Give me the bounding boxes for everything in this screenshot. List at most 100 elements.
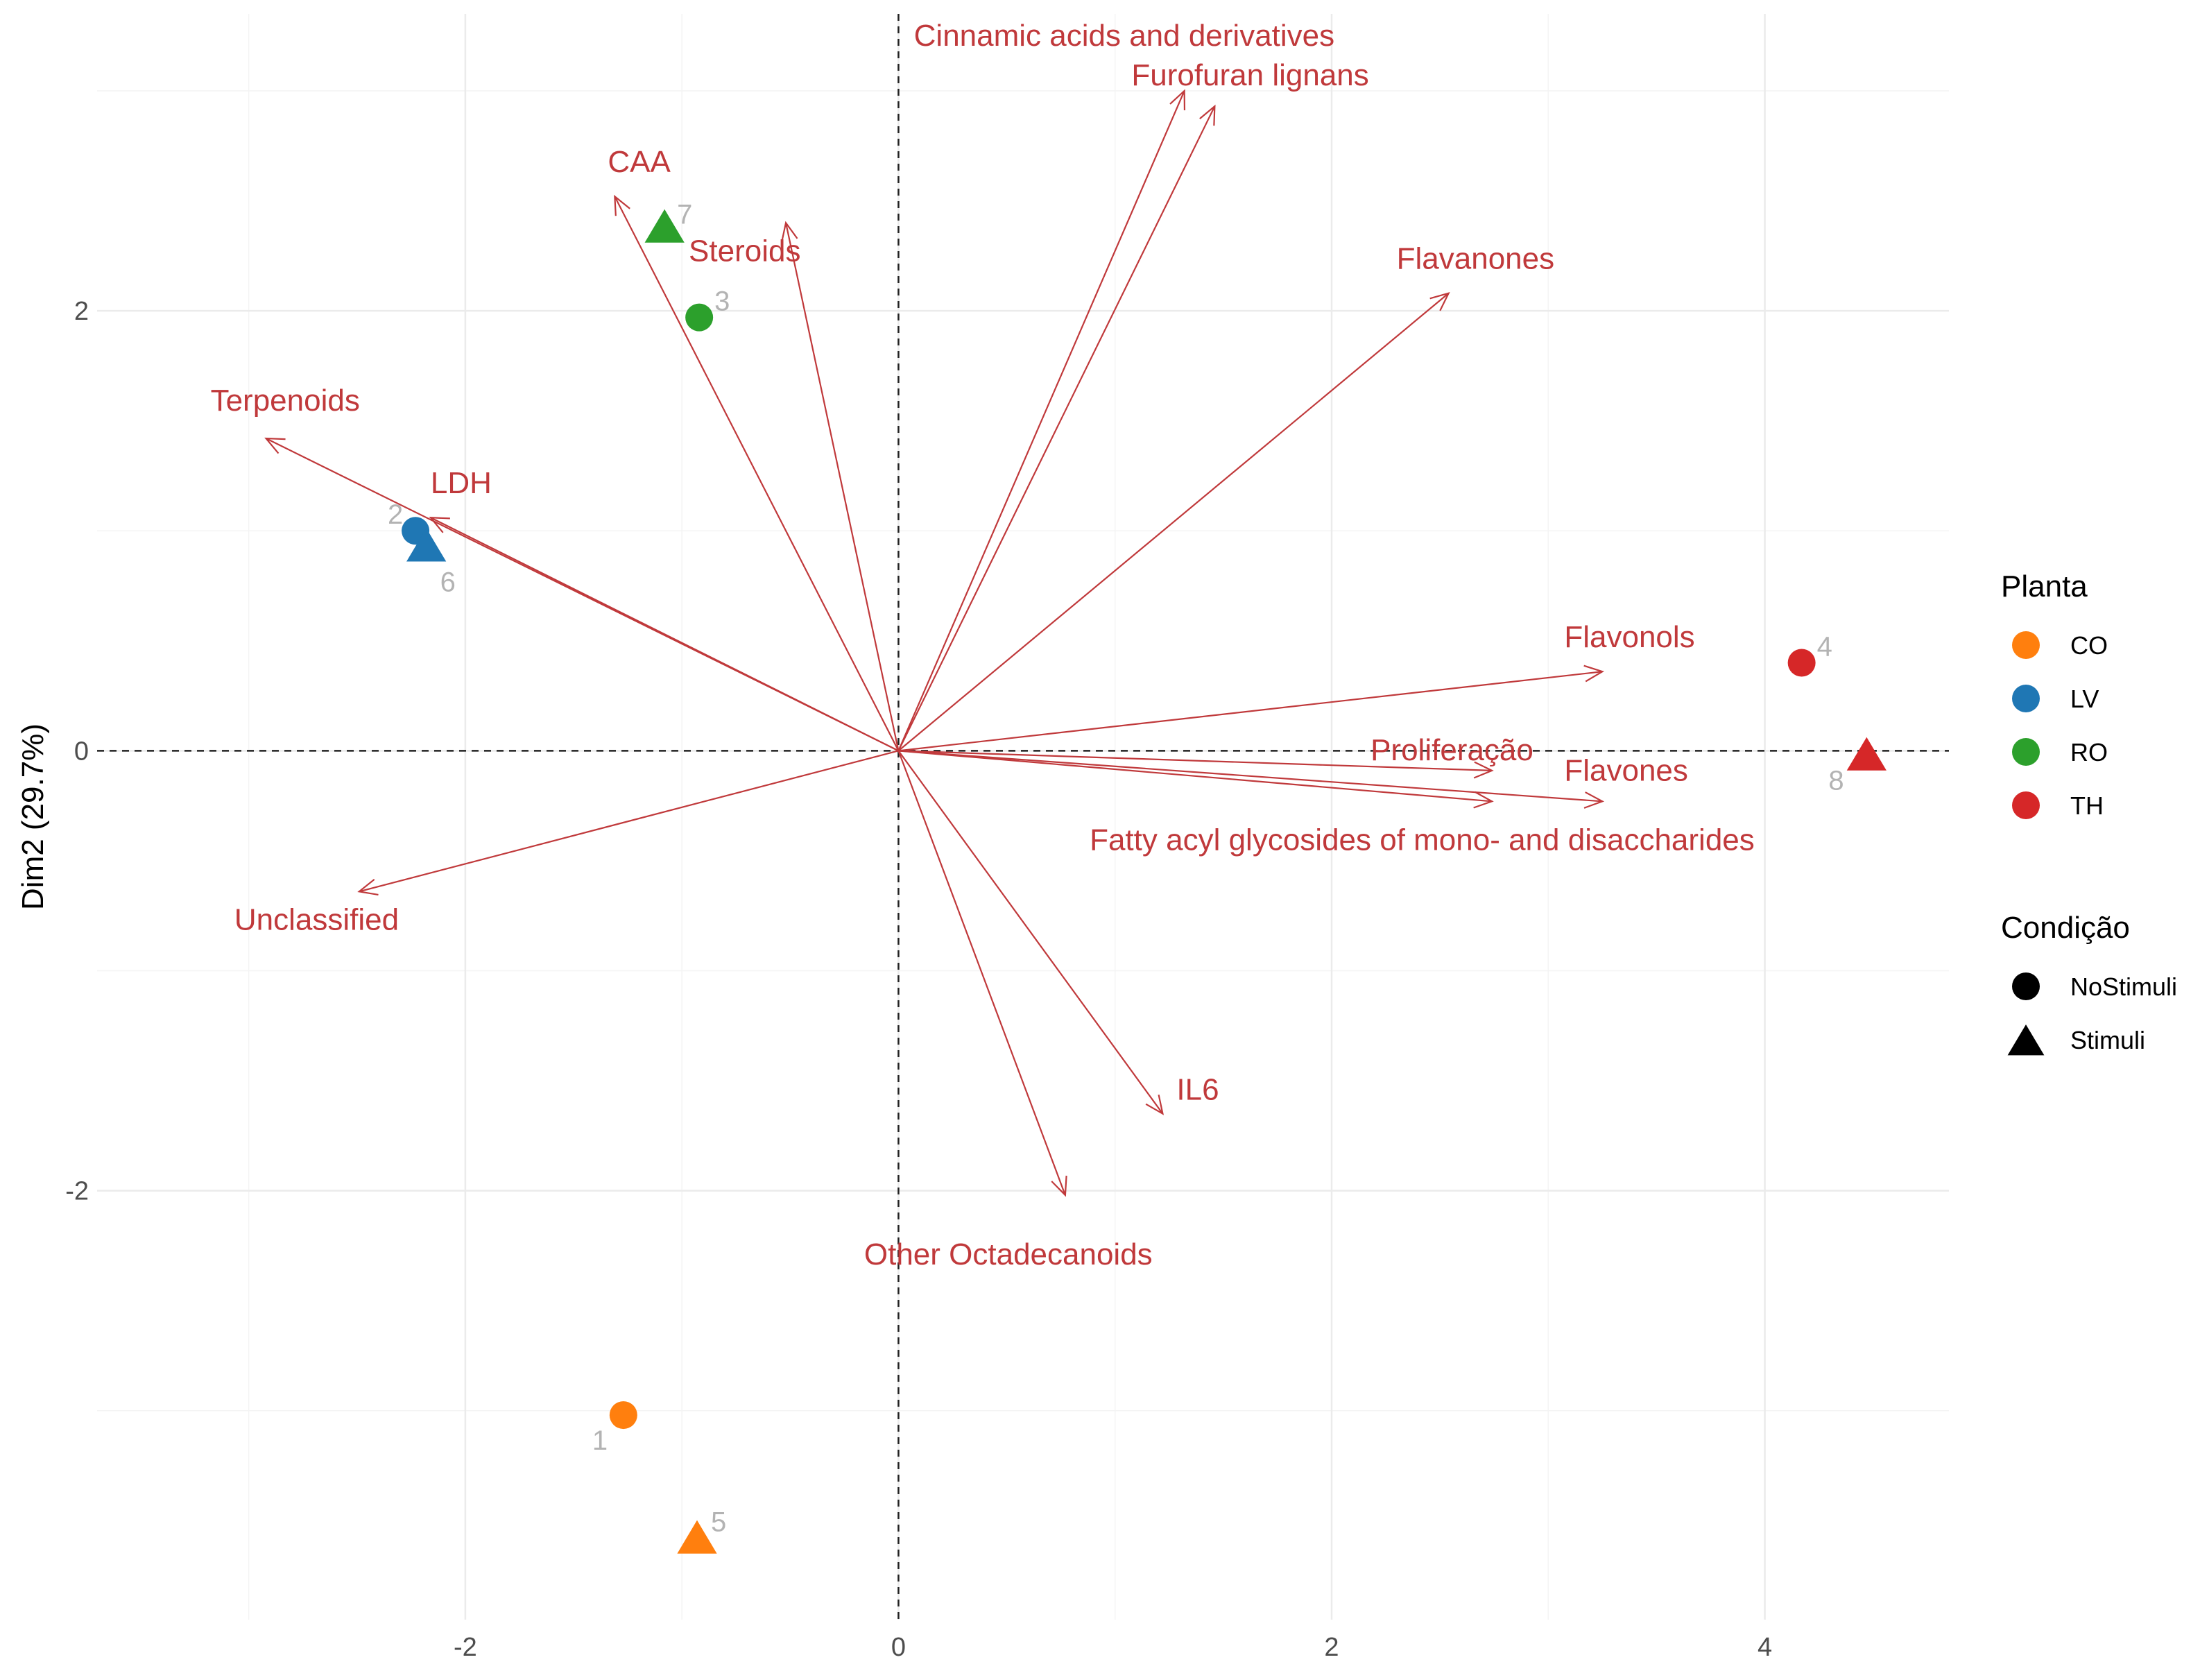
arrow-head <box>1473 761 1494 779</box>
legend-title-planta: Planta <box>2001 569 2088 603</box>
variable-label: Other Octadecanoids <box>864 1237 1153 1271</box>
arrow-head <box>1473 791 1494 809</box>
point-label: 3 <box>714 286 730 317</box>
variable-arrow: Flavonols <box>898 620 1695 752</box>
observation-point: 8 <box>1828 737 1887 796</box>
y-axis-title: Dim2 (29.7%) <box>16 723 50 910</box>
variable-arrow: IL6 <box>897 750 1219 1115</box>
variable-label: Cinnamic acids and derivatives <box>914 19 1335 53</box>
point-label: 7 <box>677 200 692 230</box>
variable-label: Proliferação <box>1370 733 1533 767</box>
legend-label: LV <box>2070 685 2099 713</box>
arrow-head <box>1169 89 1186 111</box>
observation-point: 3 <box>685 286 730 332</box>
arrow-shaft <box>898 750 1603 803</box>
variable-label: Flavonols <box>1564 620 1694 654</box>
observation-point: 5 <box>677 1507 726 1554</box>
variable-arrow: Fatty acyl glycosides of mono- and disac… <box>898 750 1755 857</box>
x-tick-label: 4 <box>1758 1633 1772 1662</box>
point-label: 5 <box>711 1507 726 1538</box>
variable-label: Flavanones <box>1397 242 1554 276</box>
variable-label: Steroids <box>689 234 800 268</box>
variable-arrow: Unclassified <box>234 750 899 936</box>
legend-label: NoStimuli <box>2070 972 2177 1001</box>
legend-entry-condicao: Stimuli <box>2007 1025 2145 1056</box>
variable-arrow: Cinnamic acids and derivatives <box>897 19 1335 751</box>
legend-title-condicao: Condição <box>2001 911 2130 945</box>
variable-arrow: Flavanones <box>897 242 1554 752</box>
variable-arrow: Steroids <box>689 221 900 751</box>
arrow-head <box>357 878 379 895</box>
variable-label: Terpenoids <box>211 384 360 418</box>
arrow-shaft <box>614 196 900 751</box>
variable-arrows: Cinnamic acids and derivatives Furofuran … <box>211 19 1755 1271</box>
point-marker-triangle <box>644 209 685 243</box>
legend-entry-planta: CO <box>2012 631 2108 660</box>
axes: -2 0 2 4 -2 0 2 Dim2 (29.7%) <box>16 297 1772 1662</box>
arrow-shaft <box>898 750 1493 772</box>
y-tick-label: 2 <box>74 297 89 326</box>
variable-label: Flavones <box>1564 753 1688 787</box>
arrow-shaft <box>430 517 899 752</box>
legend-swatch-circle <box>2012 791 2040 819</box>
legend-label: RO <box>2070 738 2108 766</box>
variable-label: LDH <box>431 466 492 500</box>
point-label: 8 <box>1828 766 1844 796</box>
arrow-head <box>1583 665 1605 683</box>
point-label: 4 <box>1817 632 1832 662</box>
observation-point: 6 <box>406 528 456 597</box>
x-tick-label: 2 <box>1324 1633 1339 1662</box>
legend-label: CO <box>2070 631 2108 660</box>
x-tick-label: 0 <box>891 1633 906 1662</box>
observation-points: 1 5 2 6 3 7 4 8 <box>388 200 1887 1554</box>
arrow-shaft <box>897 105 1216 751</box>
point-label: 1 <box>592 1425 608 1456</box>
arrow-head <box>264 437 286 454</box>
point-marker-circle <box>685 303 714 332</box>
arrow-head <box>1199 104 1216 126</box>
legend-entry-planta: TH <box>2012 791 2104 820</box>
legend-swatch-triangle <box>2007 1025 2045 1056</box>
arrow-head <box>1145 1094 1165 1115</box>
legend-swatch-circle <box>2012 972 2040 1000</box>
arrow-head <box>429 517 450 533</box>
arrow-shaft <box>897 292 1450 752</box>
point-marker-circle <box>1787 649 1816 677</box>
arrow-shaft <box>898 671 1603 752</box>
variable-arrow: Terpenoids <box>211 384 899 752</box>
variable-arrow: Proliferação <box>898 733 1533 779</box>
legend-entry-planta: RO <box>2012 738 2108 766</box>
observation-point: 7 <box>644 200 692 243</box>
grid <box>97 14 1949 1620</box>
variable-arrow: Other Octadecanoids <box>864 750 1153 1271</box>
y-tick-label: -2 <box>65 1177 89 1206</box>
arrow-head <box>1429 292 1450 311</box>
y-tick-label: 0 <box>74 737 89 766</box>
observation-point: 1 <box>592 1401 637 1456</box>
arrow-shaft <box>897 750 1066 1196</box>
legend-entry-condicao: NoStimuli <box>2012 972 2177 1001</box>
reference-lines <box>97 14 1949 1620</box>
legend-entry-planta: LV <box>2012 685 2099 713</box>
arrow-head <box>1583 791 1605 809</box>
variable-label: CAA <box>608 145 671 179</box>
arrow-shaft <box>784 223 900 751</box>
legend-swatch-circle <box>2012 738 2040 766</box>
arrow-shaft <box>359 750 899 893</box>
point-label: 6 <box>440 567 456 597</box>
point-marker-triangle <box>677 1520 717 1554</box>
variable-arrow: LDH <box>429 466 899 752</box>
arrow-head <box>614 194 630 216</box>
arrow-shaft <box>897 90 1185 751</box>
observation-point: 4 <box>1787 632 1832 677</box>
legend-label: TH <box>2070 791 2104 820</box>
arrow-head <box>781 221 798 242</box>
point-label: 2 <box>388 499 403 530</box>
arrow-shaft <box>897 750 1164 1115</box>
arrow-head <box>1051 1175 1067 1197</box>
legend-swatch-circle <box>2012 631 2040 659</box>
point-marker-triangle <box>1846 737 1887 771</box>
variable-label: IL6 <box>1176 1073 1219 1107</box>
legend-swatch-circle <box>2012 685 2040 712</box>
